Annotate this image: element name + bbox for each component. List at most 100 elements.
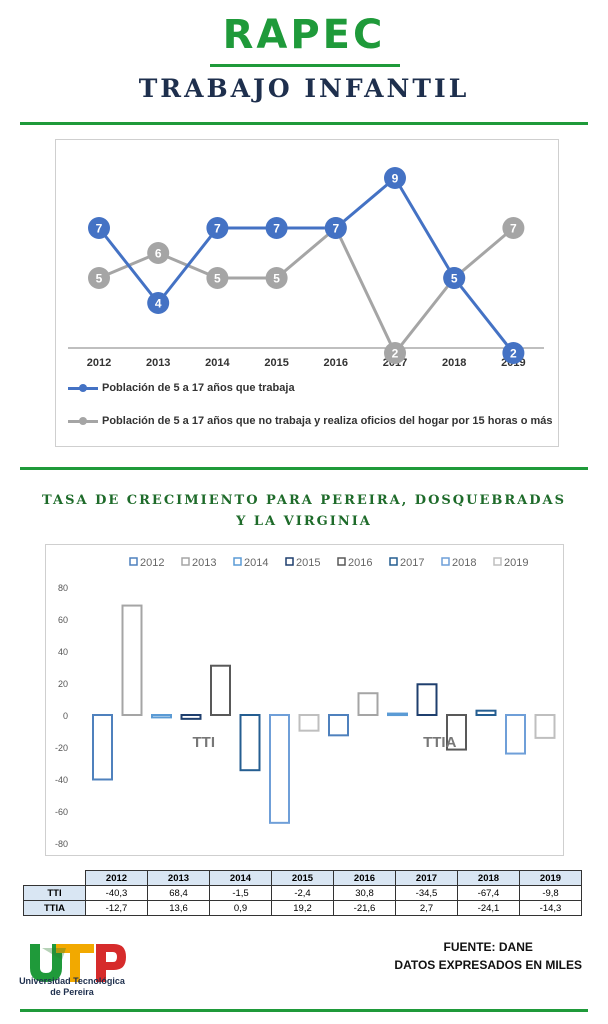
data-point — [88, 267, 110, 289]
bar — [151, 714, 172, 719]
category-label: TTI — [193, 734, 216, 751]
table-cell: -12,7 — [85, 900, 148, 916]
data-label: 2 — [510, 347, 517, 361]
divider-bottom — [20, 1009, 588, 1012]
table-header-cell: 2017 — [395, 870, 458, 886]
bar — [239, 714, 261, 772]
data-label: 4 — [155, 297, 162, 311]
legend-swatch-blue — [68, 383, 98, 392]
data-point — [265, 217, 288, 239]
legend-swatch — [285, 557, 294, 566]
data-label: 7 — [273, 222, 280, 236]
table-cell: -2,4 — [271, 885, 334, 901]
divider-middle — [20, 467, 588, 470]
data-label: 7 — [510, 222, 517, 236]
legend-label: 2013 — [192, 557, 216, 569]
category-label: TTIA — [423, 734, 456, 751]
y-tick-label: -20 — [55, 743, 68, 753]
x-tick-label: 2012 — [87, 357, 111, 369]
table-header-cell: 2012 — [85, 870, 148, 886]
x-tick-label: 2016 — [324, 357, 348, 369]
table-row-label: TTIA — [23, 900, 86, 916]
line-chart: 2012201320142015201620172018201956557257… — [68, 167, 544, 369]
logo-caption: Universidad Tecnológica de Pereira — [19, 976, 125, 997]
y-tick-label: 80 — [58, 583, 68, 593]
legend-label: 2015 — [296, 557, 320, 569]
bar — [505, 714, 526, 755]
legend-swatch — [337, 557, 346, 566]
y-tick-label: -60 — [55, 807, 68, 817]
table-cell: 2,7 — [395, 900, 458, 916]
data-point — [502, 217, 525, 239]
bar — [357, 692, 379, 717]
line-chart-panel: 2012201320142015201620172018201956557257… — [55, 139, 559, 447]
legend-swatch — [181, 557, 190, 566]
bar — [269, 714, 290, 824]
data-point — [206, 217, 229, 239]
data-point — [324, 217, 347, 239]
data-label: 7 — [96, 222, 103, 236]
series-line — [97, 175, 515, 354]
table-header-cell: 2016 — [333, 870, 396, 886]
data-label: 2 — [392, 347, 399, 361]
legend-item-series-1: Población de 5 a 17 años que trabaja — [68, 382, 295, 394]
data-label: 5 — [451, 272, 458, 286]
legend-label: 2019 — [504, 557, 528, 569]
bar — [92, 714, 113, 781]
y-tick-label: -40 — [55, 775, 68, 785]
legend-swatch — [389, 557, 398, 566]
table-header-cell: 2019 — [519, 870, 582, 886]
legend-swatch — [233, 557, 242, 566]
bar — [446, 714, 467, 751]
x-tick-label: 2018 — [442, 357, 466, 369]
x-tick-label: 2013 — [146, 357, 170, 369]
x-tick-label: 2014 — [205, 357, 230, 369]
data-label: 9 — [392, 172, 399, 186]
data-point — [206, 267, 229, 289]
table-row: TTI -40,3 68,4 -1,5 -2,4 30,8 -34,5 -67,… — [23, 885, 582, 901]
data-point — [88, 217, 110, 239]
bar — [180, 714, 202, 720]
bar — [475, 709, 497, 716]
bar — [121, 604, 143, 717]
table-cell: -34,5 — [395, 885, 458, 901]
table-cell: -67,4 — [457, 885, 520, 901]
legend-swatch-gray — [68, 416, 98, 425]
table-header-cell: 2013 — [147, 870, 210, 886]
table-row-label: TTI — [23, 885, 86, 901]
data-label: 7 — [214, 222, 221, 236]
y-tick-label: 40 — [58, 647, 68, 657]
bar-chart-title: TASA DE CRECIMIENTO PARA PEREIRA, DOSQUE… — [42, 493, 566, 529]
y-tick-label: 0 — [63, 711, 68, 721]
data-point — [147, 292, 170, 314]
legend-swatch — [493, 557, 502, 566]
table-cell: -24,1 — [457, 900, 520, 916]
data-label: 5 — [214, 272, 221, 286]
table-header-cell: 2014 — [209, 870, 272, 886]
page-subtitle: TRABAJO INFANTIL — [138, 74, 470, 103]
data-point — [502, 342, 525, 364]
table-cell: -14,3 — [519, 900, 582, 916]
bar — [387, 712, 408, 717]
data-point — [384, 167, 406, 189]
table-cell: -40,3 — [85, 885, 148, 901]
legend-label: Población de 5 a 17 años que trabaja — [102, 382, 295, 394]
bar-chart-panel: 2012 2013 2014 2015 2016 2017 2018 2019 80 60 40 20… — [45, 544, 564, 856]
bar-chart: 2012 2013 2014 2015 2016 2017 2018 2019 80 60 40 20… — [55, 557, 556, 849]
table-corner — [23, 870, 86, 886]
data-point — [384, 342, 406, 364]
data-table: 2012 2013 2014 2015 2016 2017 2018 2019 … — [23, 870, 582, 916]
data-label: 5 — [273, 272, 280, 286]
legend-item-series-2: Población de 5 a 17 años que no trabaja … — [68, 415, 553, 427]
data-label: 7 — [332, 222, 339, 236]
table-cell: -9,8 — [519, 885, 582, 901]
table-cell: -1,5 — [209, 885, 272, 901]
data-point — [147, 242, 170, 264]
table-header-cell: 2018 — [457, 870, 520, 886]
legend-label: 2014 — [244, 557, 268, 569]
title-underline — [210, 64, 400, 67]
y-tick-label: 20 — [58, 679, 68, 689]
legend-swatch — [129, 557, 138, 566]
y-tick-label: 60 — [58, 615, 68, 625]
bar — [328, 714, 349, 737]
